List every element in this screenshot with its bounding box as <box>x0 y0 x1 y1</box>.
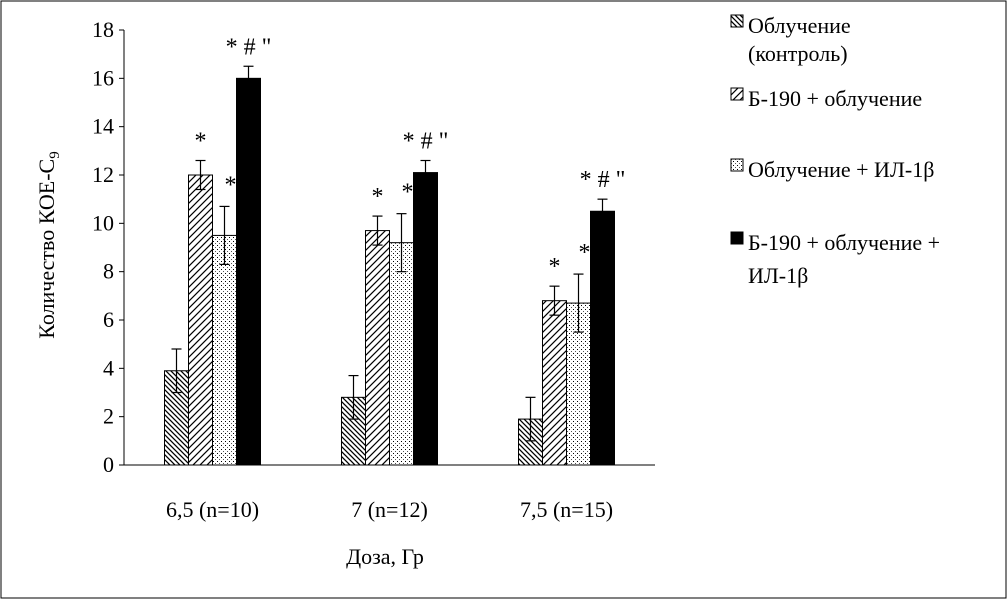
bar-annotation: * # " <box>226 34 272 60</box>
bar <box>413 172 438 466</box>
bar-annotation: * <box>579 240 591 266</box>
error-bar <box>549 285 560 316</box>
bar <box>542 300 567 466</box>
error-bar <box>525 396 536 442</box>
x-tick-group: 6,5 (n=10) 7 (n=12) 7,5 (n=15) <box>166 497 613 522</box>
error-bar <box>372 215 383 246</box>
bar-annotation: * <box>549 254 561 280</box>
legend-item: Б-190 + облучение <box>730 86 922 111</box>
legend-label: Облучение <box>748 13 851 38</box>
y-tick-label: 10 <box>92 210 114 235</box>
bar <box>188 174 213 466</box>
y-tick-label: 0 <box>103 452 114 477</box>
legend-swatch <box>730 87 744 101</box>
legend-label: Б-190 + облучение + <box>748 230 940 255</box>
y-tick-group: 0 2 4 6 8 10 12 14 16 18 <box>92 17 124 477</box>
y-tick-label: 14 <box>92 114 114 139</box>
y-tick-label: 18 <box>92 17 114 42</box>
y-tick-label: 4 <box>103 355 114 380</box>
bar-annotation: * <box>372 184 384 210</box>
bar <box>236 77 261 466</box>
error-bar <box>348 374 359 420</box>
legend-swatch <box>730 231 744 245</box>
bar-annotation: * <box>402 180 414 206</box>
x-axis-label: Доза, Гр <box>346 544 424 569</box>
error-bar <box>420 159 431 186</box>
x-tick-label: 7,5 (n=15) <box>520 497 613 522</box>
legend-item: Б-190 + облучение + ИЛ-1β <box>730 230 940 288</box>
bar-annotation: * <box>195 129 207 155</box>
y-tick-label: 8 <box>103 259 114 284</box>
bar <box>590 210 615 466</box>
y-tick-label: 12 <box>92 162 114 187</box>
annotation-group: * * * # " * * * # " * * * # " <box>195 34 626 280</box>
bar <box>365 230 390 466</box>
bar <box>389 242 414 466</box>
error-bar <box>195 159 206 191</box>
bar-group <box>164 77 615 466</box>
bar-annotation: * <box>225 172 237 198</box>
legend-label: Б-190 + облучение <box>748 86 922 111</box>
error-bar <box>573 273 584 333</box>
legend-swatch <box>730 158 744 172</box>
legend: Облучение (контроль) Б-190 + облучение Облу… <box>730 13 940 288</box>
y-tick-label: 6 <box>103 307 114 332</box>
legend-item: Облучение (контроль) <box>730 13 851 66</box>
bar-annotation: * # " <box>403 129 449 155</box>
legend-item: Облучение + ИЛ-1β <box>730 157 934 182</box>
error-bar <box>597 198 608 224</box>
bar <box>212 234 237 466</box>
x-tick-label: 7 (n=12) <box>351 497 428 522</box>
legend-label: Облучение + ИЛ-1β <box>748 157 934 182</box>
bar-annotation: * # " <box>580 167 626 193</box>
x-tick-label: 6,5 (n=10) <box>166 497 259 522</box>
legend-swatch <box>730 14 744 28</box>
legend-label: ИЛ-1β <box>748 263 808 288</box>
y-tick-label: 16 <box>92 65 114 90</box>
error-bar-group <box>171 65 608 442</box>
error-bar <box>171 348 182 394</box>
legend-label: (контроль) <box>748 41 848 66</box>
y-axis-label: Количество КОЕ-С9 <box>34 151 63 339</box>
y-tick-label: 2 <box>103 404 114 429</box>
error-bar <box>243 65 254 92</box>
error-bar <box>219 205 230 266</box>
error-bar <box>396 213 407 273</box>
